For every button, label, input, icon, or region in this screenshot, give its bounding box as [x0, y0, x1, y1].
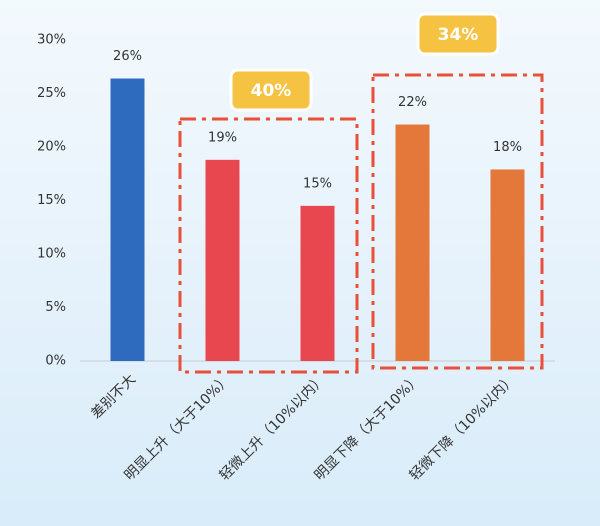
x-tick-label: 轻微上升（10%以内）	[217, 371, 330, 484]
x-tick-label: 轻微下降（10%以内）	[407, 371, 520, 484]
value-label: 18%	[493, 140, 522, 155]
y-tick-label: 30%	[37, 33, 66, 48]
x-tick-label: 明显下降（大于10%）	[312, 371, 425, 484]
annotation-box	[416, 12, 500, 56]
group-frame	[371, 73, 544, 370]
y-tick-label: 10%	[37, 247, 66, 262]
group-frame	[178, 117, 359, 374]
bar	[490, 169, 525, 361]
bar	[395, 124, 430, 361]
value-label: 22%	[398, 95, 427, 110]
y-tick-label: 20%	[37, 140, 66, 155]
value-label: 15%	[303, 176, 332, 191]
y-tick-label: 0%	[45, 354, 66, 369]
annotation: 34%	[438, 25, 479, 45]
bar	[205, 159, 240, 361]
value-label: 19%	[208, 130, 237, 145]
bar	[110, 78, 145, 362]
y-tick-label: 5%	[45, 300, 66, 315]
x-tick-label: 差别不大	[88, 371, 139, 422]
x-tick-label: 明显上升（大于10%）	[122, 371, 235, 484]
bar	[300, 205, 335, 361]
annotation: 40%	[251, 81, 292, 101]
y-tick-label: 25%	[37, 86, 66, 101]
annotation-box	[229, 68, 313, 112]
value-label: 26%	[113, 49, 142, 64]
y-tick-label: 15%	[37, 193, 66, 208]
